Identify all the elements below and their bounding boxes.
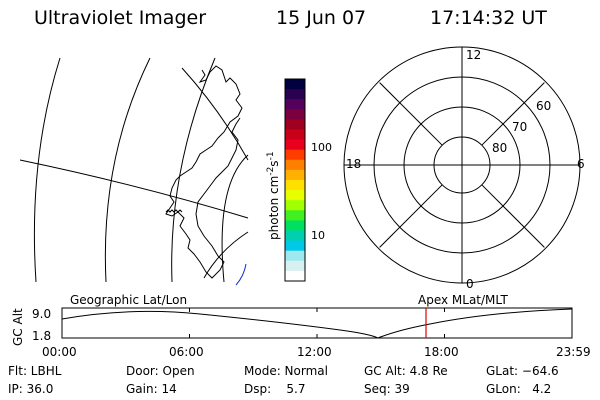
- info-door: Door: Open: [126, 364, 195, 378]
- info-flt: Flt: LBHL: [8, 364, 62, 378]
- mlt-label-18: 18: [346, 157, 361, 171]
- timeline-right-title: Apex MLat/MLT: [418, 293, 508, 307]
- unit-s: s: [267, 160, 281, 166]
- meridian-line: [104, 57, 151, 283]
- color-scale-segment: [285, 210, 305, 221]
- color-scale-segment: [285, 180, 305, 191]
- info-mode: Mode: Normal: [244, 364, 328, 378]
- info-glat: GLat: −64.6: [486, 364, 559, 378]
- color-scale-segment: [285, 260, 305, 272]
- unit-photon: photon cm: [267, 176, 281, 240]
- color-scale-segment: [285, 139, 305, 151]
- color-scale-segment: [285, 230, 305, 242]
- time-tick-0: 00:00: [42, 345, 77, 359]
- info-glon: GLon: 4.2: [486, 382, 552, 396]
- mlt-label-0: 0: [466, 277, 474, 291]
- polar-diagonal: [481, 82, 545, 146]
- color-scale-segment: [285, 79, 305, 90]
- date-label: 15 Jun 07: [276, 7, 366, 29]
- polar-diagonal: [379, 82, 443, 146]
- color-scale-segment: [285, 270, 305, 282]
- color-scale-segment: [285, 109, 305, 120]
- info-ip: IP: 36.0: [8, 382, 54, 396]
- timeline-ylabel: GC Alt: [11, 308, 25, 346]
- mlt-label-12: 12: [466, 48, 481, 62]
- blue-coast-segment: [235, 263, 247, 286]
- color-scale-segment: [285, 89, 305, 100]
- color-tick-100: 100: [311, 141, 332, 154]
- color-scale-segment: [285, 119, 305, 130]
- color-scale-segment: [285, 190, 305, 201]
- time-tick-3: 18:00: [424, 345, 459, 359]
- color-scale-segment: [285, 200, 305, 211]
- wavy-segment: [165, 209, 183, 213]
- latitude-line: [19, 159, 249, 219]
- info-dsp: Dsp: 5.7: [244, 382, 306, 396]
- color-scale-segment: [285, 149, 305, 161]
- time-tick-2: 12:00: [297, 345, 332, 359]
- color-scale-segment: [285, 129, 305, 141]
- timeline-y-bottom: 1.8: [32, 329, 51, 343]
- mlat-label-70: 70: [512, 120, 527, 134]
- altitude-curve: [61, 308, 573, 339]
- unit-exp1: -2: [266, 167, 276, 176]
- color-scale-segment: [285, 250, 305, 262]
- latitude-line: [203, 231, 249, 279]
- polar-diagonal: [379, 184, 443, 248]
- time-tick-4: 23:59: [556, 345, 591, 359]
- color-tick-10: 10: [311, 229, 325, 242]
- info-gcalt: GC Alt: 4.8 Re: [364, 364, 448, 378]
- orbit-timeline: Geographic Lat/Lon Apex MLat/MLT GC Alt …: [11, 293, 591, 359]
- latitude-line: [221, 154, 249, 283]
- mlt-label-6: 6: [577, 157, 585, 171]
- polar-diagonal: [481, 184, 545, 248]
- timeline-y-top: 9.0: [32, 307, 51, 321]
- info-gain: Gain: 14: [126, 382, 177, 396]
- unit-exp2: -1: [266, 151, 276, 160]
- timeline-left-title: Geographic Lat/Lon: [70, 293, 187, 307]
- instrument-title: Ultraviolet Imager: [34, 7, 206, 29]
- latitude-line: [181, 67, 249, 161]
- meridian-line: [33, 57, 61, 283]
- mlat-label-80: 80: [492, 141, 507, 155]
- meridian-line: [171, 57, 216, 283]
- color-scale-segment: [285, 220, 305, 231]
- info-seq: Seq: 39: [364, 382, 410, 396]
- color-scale-frame: [284, 78, 306, 282]
- color-scale-segment: [285, 240, 305, 252]
- time-label: 17:14:32 UT: [430, 7, 547, 29]
- color-scale-segment: [285, 159, 305, 171]
- color-scale-segment: [285, 99, 305, 110]
- coastline: [165, 65, 243, 279]
- color-scale: 100 10 photon cm-2s-1: [266, 78, 332, 282]
- color-scale-segment: [285, 169, 305, 181]
- time-tick-1: 06:00: [169, 345, 204, 359]
- mlat-label-60: 60: [536, 99, 551, 113]
- geographic-map: [19, 57, 249, 286]
- color-scale-unit: photon cm-2s-1: [266, 151, 281, 240]
- polar-labels: 12 18 6 0 60 70 80: [346, 48, 585, 291]
- timeline-frame: [61, 307, 573, 339]
- polar-plot: [343, 46, 581, 284]
